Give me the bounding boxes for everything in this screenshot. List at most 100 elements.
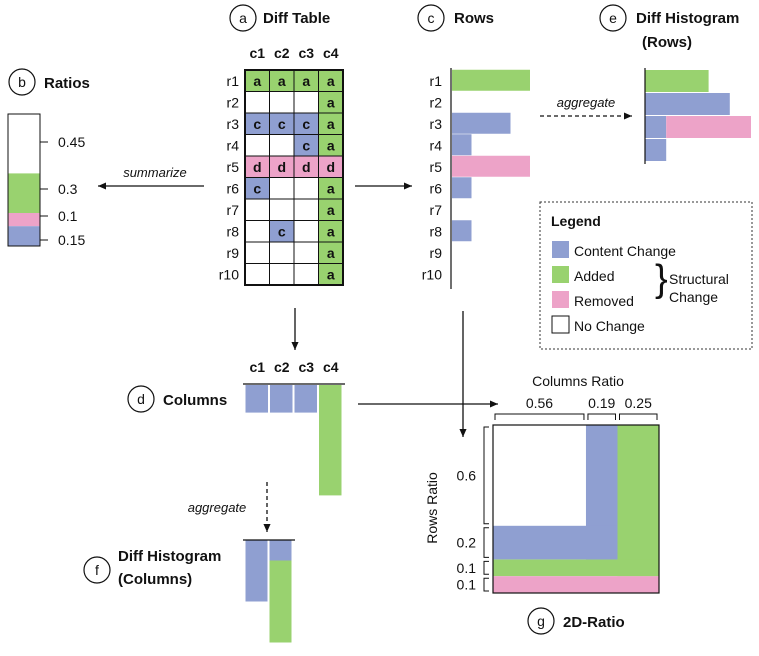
legend-structural-brace: } bbox=[655, 258, 668, 300]
panel-c-letter: c bbox=[428, 10, 435, 26]
column-ratio-bracket bbox=[494, 413, 585, 420]
table-cell-mark: c bbox=[302, 137, 310, 153]
table-cell-mark: a bbox=[327, 245, 335, 261]
table-cell bbox=[269, 134, 295, 157]
rows-bar bbox=[452, 177, 472, 199]
columns-bar-chart: c1 c2 c3 c4 bbox=[243, 359, 345, 496]
table-cell bbox=[269, 198, 295, 221]
table-row-header: r7 bbox=[227, 202, 240, 218]
panel-g-title: 2D-Ratio bbox=[563, 614, 625, 631]
legend-swatch-none bbox=[551, 315, 570, 334]
columns-ratio-title: Columns Ratio bbox=[532, 373, 624, 389]
ratio-label: 0.3 bbox=[58, 181, 78, 197]
columns-label: c1 bbox=[249, 359, 265, 375]
table-cell-mark: a bbox=[327, 94, 335, 110]
table-row-header: r5 bbox=[227, 159, 240, 175]
table-cell bbox=[269, 263, 295, 286]
legend-structural-line1: Structural bbox=[669, 271, 729, 287]
columns-bar bbox=[294, 385, 317, 413]
legend-label-removed: Removed bbox=[574, 293, 634, 309]
table-outline bbox=[244, 69, 344, 286]
panel-e-title-line1: Diff Histogram bbox=[636, 10, 739, 27]
row-ratio-label: 0.2 bbox=[457, 535, 477, 551]
table-cell bbox=[244, 198, 270, 221]
row-ratio-label: 0.6 bbox=[457, 467, 477, 483]
rows-bar bbox=[452, 69, 530, 91]
row-ratio-bracket bbox=[483, 560, 489, 575]
ratio2d-removed-row bbox=[493, 576, 659, 593]
table-cell-mark: a bbox=[327, 266, 335, 282]
panel-e-letter: e bbox=[609, 10, 617, 26]
table-cell-mark: c bbox=[253, 180, 261, 196]
row-ratio-bracket bbox=[483, 577, 489, 592]
rows-hist-segment bbox=[645, 116, 667, 138]
column-ratio-label: 0.25 bbox=[625, 395, 652, 411]
table-cell bbox=[269, 177, 295, 200]
rows-label: r8 bbox=[430, 223, 443, 239]
table-row-header: r10 bbox=[219, 266, 239, 282]
table-cell bbox=[244, 134, 270, 157]
panel-e-badge bbox=[599, 4, 627, 32]
columns-hist-segment bbox=[269, 540, 292, 561]
table-cell-mark: a bbox=[302, 73, 310, 89]
table-row-header: r6 bbox=[227, 180, 240, 196]
rows-aggregate-label: aggregate bbox=[557, 95, 616, 110]
columns-bar bbox=[270, 385, 293, 413]
ratio2d-content-row bbox=[493, 525, 618, 560]
column-ratio-label: 0.19 bbox=[588, 395, 615, 411]
panel-f-title-line2: (Columns) bbox=[118, 571, 192, 588]
two-d-ratio-chart: 0.56 0.19 0.25 0.6 0.2 0.10.1 bbox=[457, 395, 660, 594]
panel-d-letter: d bbox=[137, 391, 145, 407]
panel-a-letter: a bbox=[239, 10, 247, 26]
rows-bar bbox=[452, 155, 530, 177]
legend-title: Legend bbox=[551, 213, 601, 229]
table-cell bbox=[244, 263, 270, 286]
legend-swatch-removed bbox=[552, 291, 569, 308]
row-ratio-label: 0.1 bbox=[457, 577, 477, 593]
table-col-header: c1 bbox=[249, 45, 265, 61]
legend-label-none: No Change bbox=[574, 318, 645, 334]
table-cell bbox=[244, 220, 270, 243]
panel-f-badge bbox=[83, 556, 111, 584]
panel-e-header: e Diff Histogram (Rows) bbox=[599, 4, 739, 51]
panel-g-header: g 2D-Ratio bbox=[527, 607, 625, 635]
panel-d-header: d Columns bbox=[127, 385, 227, 413]
table-cell-mark: a bbox=[327, 180, 335, 196]
rows-hist-segment bbox=[666, 116, 751, 138]
table-cell bbox=[293, 263, 319, 286]
legend-structural-line2: Change bbox=[669, 289, 718, 305]
rows-label: r6 bbox=[430, 180, 443, 196]
column-ratio-label: 0.56 bbox=[526, 395, 553, 411]
panel-c-header: c Rows bbox=[417, 4, 494, 32]
table-cell bbox=[293, 177, 319, 200]
table-row-header: r4 bbox=[227, 137, 240, 153]
columns-bar bbox=[245, 385, 268, 413]
legend: Legend Content Change Added Removed No C… bbox=[539, 201, 753, 350]
legend-label-added: Added bbox=[574, 268, 614, 284]
table-cell-mark: c bbox=[302, 116, 310, 132]
ratio-segment bbox=[8, 213, 40, 227]
legend-swatch-added bbox=[552, 266, 569, 283]
table-row-header: r2 bbox=[227, 94, 240, 110]
ratio-bar-outline bbox=[7, 113, 41, 247]
row-ratio-label: 0.1 bbox=[457, 560, 477, 576]
ratio-label: 0.1 bbox=[58, 208, 78, 224]
columns-hist-segment bbox=[245, 540, 268, 602]
rows-label: r5 bbox=[430, 159, 443, 175]
ratio2d-outline bbox=[492, 424, 660, 594]
columns-histogram bbox=[243, 539, 295, 643]
columns-label: c4 bbox=[323, 359, 339, 375]
table-cell bbox=[293, 241, 319, 264]
panel-d-badge bbox=[127, 385, 155, 413]
table-col-header: c4 bbox=[323, 45, 339, 61]
rows-label: r4 bbox=[430, 137, 443, 153]
ratio-label: 0.45 bbox=[58, 134, 85, 150]
table-cell-mark: c bbox=[278, 116, 286, 132]
table-row-header: r1 bbox=[227, 73, 240, 89]
table-cell-mark: a bbox=[327, 116, 335, 132]
rows-bar bbox=[452, 134, 472, 156]
ratio2d-added-column bbox=[617, 425, 659, 577]
columns-label: c3 bbox=[298, 359, 314, 375]
rows-label: r2 bbox=[430, 94, 443, 110]
ratio-segment bbox=[8, 173, 40, 213]
